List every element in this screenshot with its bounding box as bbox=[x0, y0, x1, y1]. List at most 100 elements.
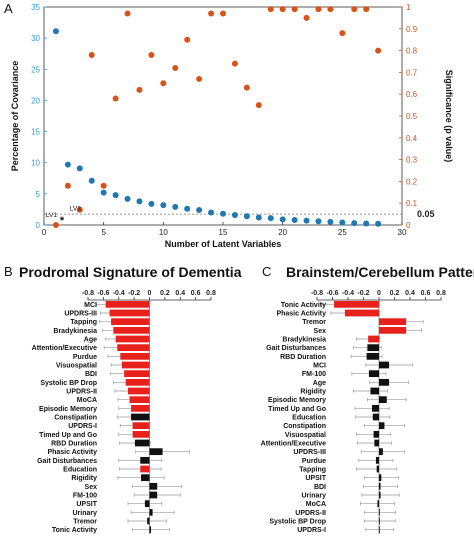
category-label: Timed Up and Go bbox=[39, 432, 97, 439]
orange-data-point bbox=[88, 51, 95, 58]
orange-data-point bbox=[148, 51, 155, 58]
nonsignificant-bar bbox=[368, 370, 379, 378]
x-tick-label: 0.6 bbox=[191, 290, 201, 297]
x-tick-label: 10 bbox=[159, 228, 168, 237]
significant-bar bbox=[113, 326, 150, 334]
orange-data-point bbox=[315, 6, 322, 13]
nonsignificant-bar bbox=[149, 526, 152, 534]
significant-bar bbox=[129, 396, 150, 404]
right-y-tick-label: 1 bbox=[406, 3, 411, 12]
orange-data-point bbox=[172, 65, 179, 72]
orange-data-point bbox=[267, 6, 274, 13]
blue-data-point bbox=[196, 207, 203, 214]
blue-data-point bbox=[363, 220, 370, 227]
nonsignificant-bar bbox=[149, 491, 158, 499]
category-label: Gait Disturbances bbox=[266, 345, 326, 352]
blue-data-point bbox=[148, 200, 155, 207]
nonsignificant-bar bbox=[373, 430, 379, 438]
panel-a-data-points bbox=[52, 6, 382, 228]
category-label: Education bbox=[63, 467, 97, 474]
category-label: Episodic Memory bbox=[268, 397, 326, 404]
panel-b: B Prodromal Signature of Dementia -0.8 -0… bbox=[4, 264, 242, 534]
blue-data-point bbox=[76, 165, 83, 172]
blue-data-point bbox=[315, 218, 322, 225]
significant-bar bbox=[125, 378, 150, 386]
x-tick-label: -0.2 bbox=[128, 290, 140, 297]
right-y-tick-label: 0 bbox=[406, 221, 411, 230]
category-label: UPDRS-II bbox=[66, 389, 97, 396]
x-tick-label: 15 bbox=[219, 228, 228, 237]
category-label: Constipation bbox=[54, 415, 97, 422]
nonsignificant-bar bbox=[149, 448, 163, 456]
orange-data-point bbox=[351, 6, 358, 13]
right-y-tick-label: 0.3 bbox=[406, 156, 418, 165]
category-label: Urinary bbox=[301, 493, 326, 500]
orange-data-point bbox=[76, 206, 83, 213]
x-tick-label: 0.6 bbox=[421, 290, 431, 297]
blue-data-point bbox=[52, 28, 59, 35]
x-tick-label: 0 bbox=[377, 290, 381, 297]
panel-c: C Brainstem/Cerebellum Pattern -0.8 -0.6-… bbox=[261, 264, 474, 534]
significant-bar bbox=[115, 335, 150, 343]
nonsignificant-bar bbox=[147, 517, 150, 525]
left-y-tick-label: 20 bbox=[31, 96, 40, 105]
x-tick-label: 20 bbox=[278, 228, 287, 237]
category-label: Education bbox=[292, 415, 326, 422]
significant-bar bbox=[120, 352, 150, 360]
nonsignificant-bar bbox=[144, 500, 150, 508]
orange-data-point bbox=[255, 102, 262, 109]
category-label: UPDRS-I bbox=[297, 527, 326, 534]
x-tick-label: -0.8 bbox=[311, 290, 323, 297]
panel-a-right-y-label: Significance (p value) bbox=[444, 70, 454, 163]
blue-data-point bbox=[220, 210, 226, 217]
bar-chart-area: -0.8 -0.6 -0.4 -0.2 0 0.2 0.4 0.6 0.8 MCI UPDRS-II… bbox=[32, 290, 216, 534]
category-label: FM-100 bbox=[73, 493, 97, 500]
category-label: Tapping bbox=[299, 467, 326, 474]
nonsignificant-bar bbox=[379, 491, 381, 499]
category-label: Systolic BP Drop bbox=[269, 519, 326, 526]
orange-data-point bbox=[52, 222, 59, 228]
category-label: RBD Duration bbox=[51, 441, 97, 448]
orange-data-point bbox=[208, 10, 215, 17]
panel-a-annotations: LV1 LV3 * bbox=[46, 206, 81, 227]
category-label: UPSIT bbox=[76, 501, 97, 508]
threshold-label: 0.05 bbox=[417, 209, 435, 219]
nonsignificant-bar bbox=[379, 448, 383, 456]
x-tick-label: -0.4 bbox=[342, 290, 354, 297]
blue-data-point bbox=[255, 214, 262, 221]
nonsignificant-bar bbox=[379, 482, 381, 490]
blue-data-point bbox=[136, 198, 143, 205]
category-label: MoCA bbox=[306, 501, 326, 508]
category-label: Phasic Activity bbox=[276, 311, 326, 318]
x-tick-label: -0.4 bbox=[113, 290, 125, 297]
category-label: Purdue bbox=[73, 354, 97, 361]
nonsignificant-bar bbox=[134, 439, 150, 447]
panel-a-right-y-ticks: 0 0.1 0.2 0.3 0.4 0.5 0.6 0.7 0.8 0.9 1 bbox=[399, 3, 418, 230]
category-label: MoCA bbox=[77, 397, 97, 404]
bar-chart-area: -0.8 -0.6 -0.4 -0.2 0 0.2 0.4 0.6 0.8 Tonic Activ… bbox=[261, 290, 446, 534]
significant-bar bbox=[131, 404, 150, 412]
orange-data-point bbox=[231, 60, 238, 67]
category-label: Constipation bbox=[283, 423, 326, 430]
orange-data-point bbox=[220, 10, 226, 17]
category-label: Sex bbox=[85, 484, 98, 491]
category-label: Tremor bbox=[73, 519, 97, 526]
significance-threshold-line: 0.05 bbox=[44, 209, 435, 219]
orange-data-point bbox=[184, 36, 191, 43]
nonsignificant-bar bbox=[379, 526, 380, 534]
blue-data-point bbox=[327, 218, 334, 225]
nonsignificant-bar bbox=[375, 456, 379, 464]
orange-data-point bbox=[375, 47, 382, 54]
category-label: UPDRS-I bbox=[68, 423, 97, 430]
x-tick-label: 30 bbox=[398, 228, 407, 237]
blue-data-point bbox=[172, 203, 179, 210]
panel-a-left-y-ticks: 0 5 10 15 20 25 30 35 bbox=[31, 3, 47, 230]
category-label: UPDRS-III bbox=[293, 449, 326, 456]
panel-b-letter: B bbox=[4, 264, 13, 279]
nonsignificant-bar bbox=[141, 474, 150, 482]
right-y-tick-label: 0.7 bbox=[406, 68, 418, 77]
significance-star: * bbox=[60, 215, 65, 227]
panel-b-title: Prodromal Signature of Dementia bbox=[19, 264, 242, 280]
blue-data-point bbox=[303, 217, 310, 224]
